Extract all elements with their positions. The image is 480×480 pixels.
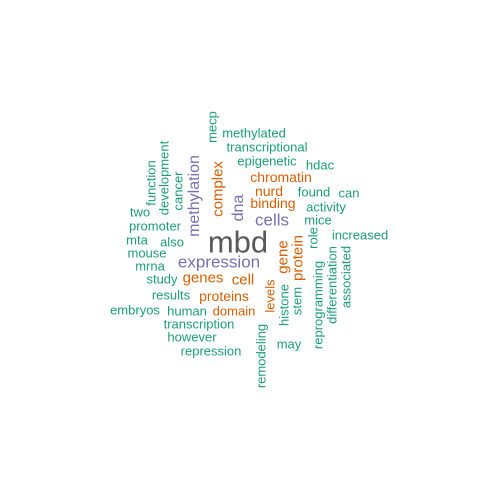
word-promoter: promoter: [128, 218, 182, 234]
word-role: role: [305, 227, 321, 249]
word-cells: cells: [254, 210, 290, 230]
word-transcription: transcription: [163, 316, 235, 332]
word-binding: binding: [250, 195, 296, 211]
word-proteins: proteins: [199, 288, 249, 304]
word-mta: mta: [126, 232, 148, 248]
word-hdac: hdac: [305, 157, 335, 173]
word-mrna: mrna: [135, 258, 165, 274]
word-methylation: methylation: [186, 155, 203, 237]
word-associated: associated: [338, 245, 354, 309]
word-study: study: [146, 271, 178, 287]
word-chromatin: chromatin: [250, 169, 312, 185]
word-can: can: [338, 185, 360, 201]
word-mice: mice: [304, 212, 332, 228]
word-transcriptional: transcriptional: [226, 139, 308, 155]
word-nurd: nurd: [254, 183, 284, 199]
word-also: also: [160, 234, 184, 250]
word-genes: genes: [182, 269, 224, 287]
word-protein: protein: [289, 235, 307, 281]
word-activity: activity: [306, 199, 346, 215]
word-may: may: [276, 336, 302, 352]
word-results: results: [151, 287, 191, 303]
word-epigenetic: epigenetic: [237, 153, 297, 169]
word-methylated: methylated: [222, 125, 286, 141]
word-levels: levels: [262, 279, 278, 313]
word-expression: expression: [177, 252, 261, 272]
word-complex: complex: [209, 161, 227, 217]
word-increased: increased: [331, 227, 389, 243]
word-found: found: [297, 184, 331, 200]
word-gene: gene: [274, 240, 292, 274]
word-two: two: [129, 204, 151, 220]
word-however: however: [167, 329, 217, 345]
word-domain: domain: [212, 303, 256, 319]
word-cancer: cancer: [170, 171, 186, 211]
word-human: human: [167, 303, 207, 319]
word-repression: repression: [180, 343, 242, 359]
word-mecp: mecp: [204, 111, 220, 143]
word-reprogramming: reprogramming: [310, 260, 326, 350]
word-dna: dna: [230, 194, 247, 222]
word-stem: stem: [289, 286, 305, 316]
word-mbd: mbd: [207, 224, 269, 260]
word-remodeling: remodeling: [253, 323, 269, 389]
word-embryos: embryos: [110, 302, 160, 318]
word-cell: cell: [231, 271, 255, 289]
word-mouse: mouse: [127, 245, 167, 261]
word-development: development: [156, 140, 172, 216]
word-differentiation: differentiation: [324, 246, 340, 324]
